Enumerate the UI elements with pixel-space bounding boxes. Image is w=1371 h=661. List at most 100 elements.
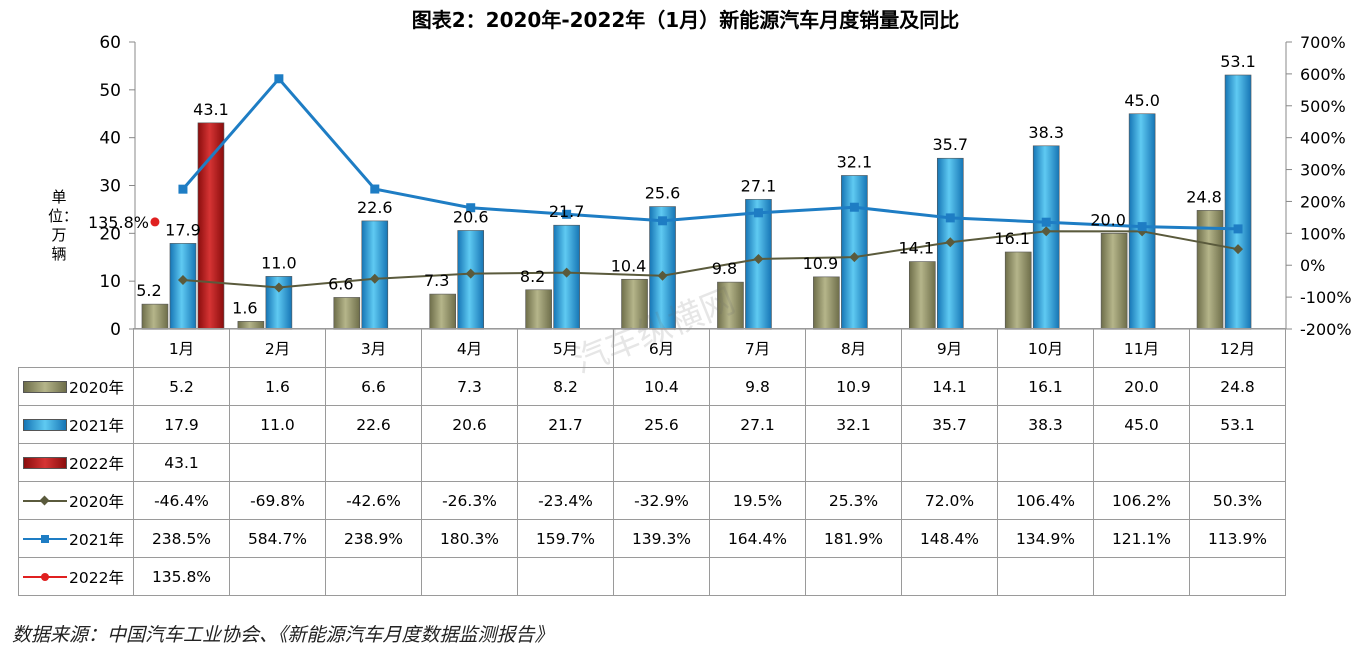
table-row: 2022年 135.8% bbox=[18, 557, 1286, 596]
table-cell: 238.5% bbox=[133, 519, 230, 558]
table-cell: 45.0 bbox=[1093, 405, 1190, 444]
table-cell: 181.9% bbox=[805, 519, 902, 558]
table-cell: 17.9 bbox=[133, 405, 230, 444]
line-marker-2020年 bbox=[273, 282, 284, 293]
line-marker-2020年 bbox=[849, 252, 860, 263]
legend-label: 2020年 bbox=[69, 492, 124, 511]
line-marker-2020年 bbox=[561, 267, 572, 278]
table-cell bbox=[517, 557, 614, 596]
table-cell: 9.8 bbox=[709, 367, 806, 406]
y2-tick-label: 300% bbox=[1300, 161, 1346, 180]
line-marker-2020年 bbox=[753, 254, 764, 265]
table-cell: 7.3 bbox=[421, 367, 518, 406]
table-cell bbox=[901, 557, 998, 596]
legend-entry: 2020年 bbox=[18, 367, 134, 406]
table-cell: 32.1 bbox=[805, 405, 902, 444]
legend-line-swatch bbox=[23, 495, 67, 507]
line-marker-2021年 bbox=[370, 184, 380, 194]
line-marker-2020年 bbox=[177, 275, 188, 286]
legend-entry: 2020年 bbox=[18, 481, 134, 520]
bar-value-label: 9.8 bbox=[712, 259, 737, 278]
table-cell bbox=[901, 443, 998, 482]
table-cell: 10.9 bbox=[805, 367, 902, 406]
chart-title: 图表2：2020年-2022年（1月）新能源汽车月度销量及同比 bbox=[411, 8, 960, 32]
bar-2021年-1月 bbox=[169, 243, 197, 330]
table-cell bbox=[997, 557, 1094, 596]
bar-value-label: 6.6 bbox=[328, 274, 353, 293]
table-cell: 6.6 bbox=[325, 367, 422, 406]
line-2021年 bbox=[181, 76, 1239, 231]
y2-tick-label: 600% bbox=[1300, 65, 1346, 84]
x-tick-label: 3月 bbox=[325, 328, 422, 368]
table-cell bbox=[613, 443, 710, 482]
bar-2020年-11月 bbox=[1100, 233, 1128, 330]
bar-value-label: 38.3 bbox=[1028, 123, 1064, 142]
line-marker-2022年 bbox=[150, 217, 160, 227]
y-tick-label: 20 bbox=[99, 224, 121, 244]
legend-entry: 2021年 bbox=[18, 405, 134, 444]
legend-bar-swatch bbox=[23, 418, 67, 431]
table-cell bbox=[709, 443, 806, 482]
legend-entry: 2022年 bbox=[18, 557, 134, 596]
line-marker-2021年 bbox=[849, 202, 859, 212]
bar-value-label: 27.1 bbox=[741, 176, 777, 195]
table-cell: -23.4% bbox=[517, 481, 614, 520]
table-cell bbox=[229, 443, 326, 482]
table-cell bbox=[421, 443, 518, 482]
table-cell bbox=[421, 557, 518, 596]
bar-2020年-7月 bbox=[717, 281, 744, 330]
table-cell: 11.0 bbox=[229, 405, 326, 444]
table-cell: 113.9% bbox=[1189, 519, 1286, 558]
table-cell: 121.1% bbox=[1093, 519, 1190, 558]
table-cell: 25.3% bbox=[805, 481, 902, 520]
x-tick-label: 8月 bbox=[805, 328, 902, 368]
table-cell: 20.0 bbox=[1093, 367, 1190, 406]
bar-value-label: 10.4 bbox=[611, 256, 647, 275]
table-cell: 21.7 bbox=[517, 405, 614, 444]
table-cell: 19.5% bbox=[709, 481, 806, 520]
y-tick-label: 40 bbox=[99, 129, 121, 149]
legend-label: 2021年 bbox=[69, 530, 124, 549]
table-cell: -69.8% bbox=[229, 481, 326, 520]
table-cell: 50.3% bbox=[1189, 481, 1286, 520]
bar-value-label: 43.1 bbox=[193, 100, 229, 119]
bar-2020年-8月 bbox=[813, 276, 840, 330]
y2-tick-label: 200% bbox=[1300, 192, 1346, 211]
table-cell: -26.3% bbox=[421, 481, 518, 520]
bar-2020年-4月 bbox=[429, 293, 457, 330]
bar-value-label: 53.1 bbox=[1220, 52, 1256, 71]
table-cell: 43.1 bbox=[133, 443, 230, 482]
bar-2020年-6月 bbox=[621, 278, 648, 330]
table-corner bbox=[18, 328, 134, 368]
table-cell: 106.2% bbox=[1093, 481, 1190, 520]
bar-2021年-7月 bbox=[745, 199, 772, 330]
legend-label: 2022年 bbox=[69, 568, 124, 587]
table-cell bbox=[1189, 557, 1286, 596]
legend-line-swatch bbox=[23, 533, 67, 545]
table-cell bbox=[1189, 443, 1286, 482]
legend-label: 2021年 bbox=[69, 416, 124, 435]
table-cell: 72.0% bbox=[901, 481, 998, 520]
line-marker-2020年 bbox=[465, 268, 476, 279]
table-cell bbox=[805, 443, 902, 482]
bar-value-label: 7.3 bbox=[424, 271, 449, 290]
y-tick-label: 50 bbox=[99, 81, 121, 101]
line-marker-2020年 bbox=[1233, 244, 1244, 255]
table-cell bbox=[1093, 557, 1190, 596]
table-cell: -42.6% bbox=[325, 481, 422, 520]
table-cell: 5.2 bbox=[133, 367, 230, 406]
table-cell bbox=[229, 557, 326, 596]
y-tick-label: 30 bbox=[99, 177, 121, 197]
bar-value-label: 5.2 bbox=[136, 281, 161, 300]
x-tick-label: 1月 bbox=[133, 328, 230, 368]
bar-2020年-3月 bbox=[333, 297, 361, 330]
table-cell: 10.4 bbox=[613, 367, 710, 406]
x-tick-label: 4月 bbox=[421, 328, 518, 368]
legend-label: 2022年 bbox=[69, 454, 124, 473]
table-row: 2021年 238.5% 584.7% 238.9% 180.3% 159.7% 139.3… bbox=[18, 519, 1286, 558]
line-marker-2020年 bbox=[945, 237, 956, 248]
table-cell: 1.6 bbox=[229, 367, 326, 406]
y-axis-label: 单位：万辆 bbox=[48, 188, 79, 263]
y-tick-label: 10 bbox=[99, 272, 121, 292]
bar-value-label: 20.0 bbox=[1090, 210, 1126, 229]
